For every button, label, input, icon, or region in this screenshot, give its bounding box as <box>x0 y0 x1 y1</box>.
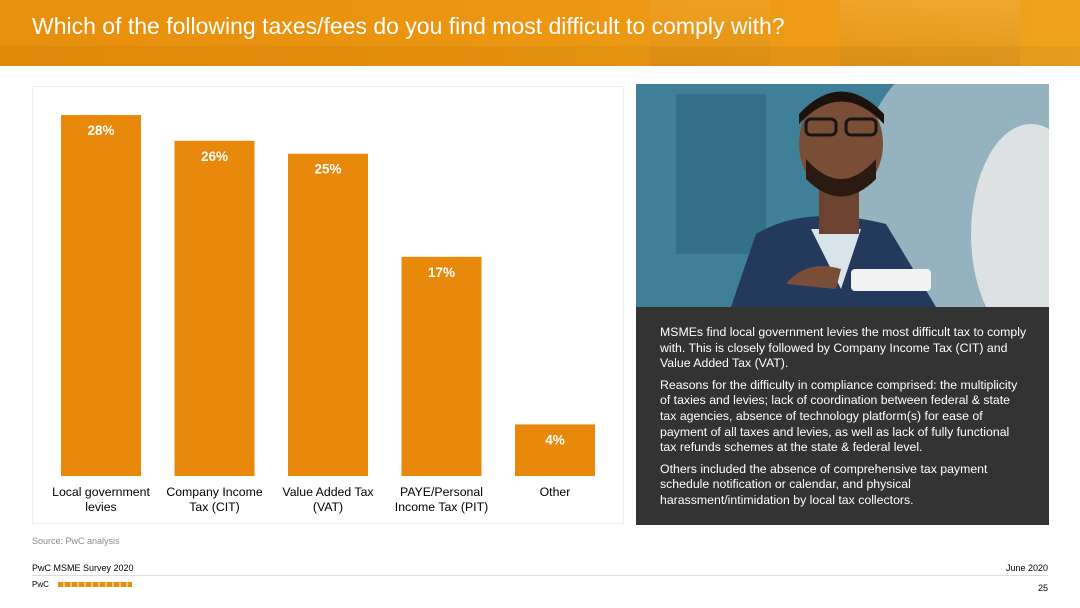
bar-4 <box>515 424 595 476</box>
bar-value-label-2: 25% <box>314 162 341 177</box>
header-banner: Which of the following taxes/fees do you… <box>0 0 1080 66</box>
bar-1 <box>174 140 255 476</box>
category-label-0: Local government levies <box>52 485 150 514</box>
bar-value-label-1: 26% <box>201 149 228 164</box>
category-label-1: Company Income Tax (CIT) <box>166 485 263 514</box>
summary-paragraph-1: MSMEs find local government levies the m… <box>660 325 1027 371</box>
footer-survey-name: PwC MSME Survey 2020 <box>32 563 134 573</box>
bar-0 <box>61 115 141 476</box>
footer-divider <box>32 575 1048 576</box>
footer-date: June 2020 <box>1005 563 1048 573</box>
bar-chart: 28% Local government levies 26% Company Inco… <box>52 115 595 514</box>
footer-brand: PwC <box>32 580 49 589</box>
bar-2 <box>288 153 368 476</box>
summary-paragraph-2: Reasons for the difficulty in compliance… <box>660 377 1018 455</box>
page-number: 25 <box>1037 583 1048 593</box>
bar-value-label-3: 17% <box>428 265 455 280</box>
bar-value-label-4: 4% <box>545 432 565 447</box>
summary-paragraph-3: Others included the absence of comprehen… <box>660 461 988 507</box>
bar-chart-container: 28% Local government levies 26% Company Inco… <box>32 86 624 524</box>
category-label-2: Value Added Tax (VAT) <box>282 485 374 514</box>
category-label-3: PAYE/Personal Income Tax (PIT) <box>395 485 488 514</box>
brand-stripe <box>58 582 132 587</box>
summary-panel: MSMEs find local government levies the m… <box>636 307 1049 525</box>
category-label-4: Other <box>540 485 571 499</box>
bar-value-label-0: 28% <box>87 123 114 138</box>
source-note: Source: PwC analysis <box>32 536 120 546</box>
page-title: Which of the following taxes/fees do you… <box>32 13 785 39</box>
businessman-photo <box>636 84 1049 307</box>
bar-3 <box>401 256 482 476</box>
